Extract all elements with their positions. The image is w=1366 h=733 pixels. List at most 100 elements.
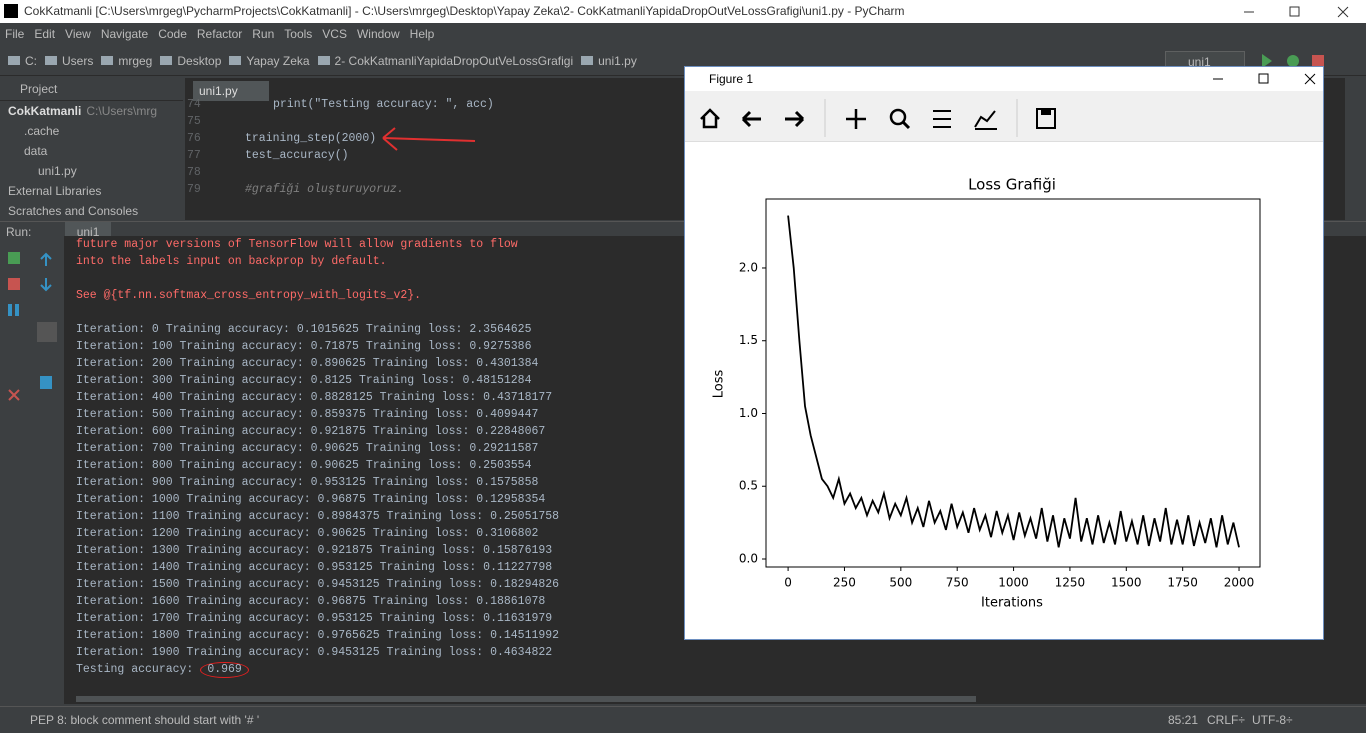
menu-item[interactable]: File — [5, 27, 25, 41]
menu-item[interactable]: Help — [409, 27, 435, 41]
figure-controls[interactable] — [1193, 67, 1323, 91]
tree-label: .cache — [24, 124, 60, 138]
tree-row[interactable]: External Libraries — [0, 181, 183, 201]
x-axis-label: Iterations — [981, 596, 1043, 611]
breadcrumb[interactable]: Users — [45, 54, 93, 68]
warning-line: future major versions of TensorFlow will… — [76, 238, 518, 251]
code-line: 74 print("Testing accuracy: ", acc) — [185, 96, 1345, 113]
menu-item[interactable]: Window — [356, 27, 400, 41]
figure-toolbar[interactable] — [685, 91, 1323, 142]
line-number: 77 — [187, 149, 201, 162]
encoding[interactable]: UTF-8÷ — [1252, 713, 1293, 727]
output-line: Iteration: 1400 Training accuracy: 0.953… — [76, 561, 553, 574]
output-line: Iteration: 1600 Training accuracy: 0.968… — [76, 595, 546, 608]
code-line: 75 — [185, 113, 1345, 130]
line-number: 75 — [187, 115, 201, 128]
run-toolbar — [0, 242, 64, 704]
chart-title: Loss Grafiği — [968, 176, 1056, 194]
output-line: Iteration: 500 Training accuracy: 0.8593… — [76, 408, 539, 421]
menu-item[interactable]: Tools — [284, 27, 313, 41]
breadcrumb[interactable]: mrgeg — [101, 54, 152, 68]
output-line: Iteration: 900 Training accuracy: 0.9531… — [76, 476, 539, 489]
tree-label: data — [24, 144, 48, 158]
breadcrumb[interactable]: Yapay Zeka — [229, 54, 309, 68]
menu-item[interactable]: View — [65, 27, 91, 41]
code-text: #grafiği oluşturuyoruz. — [245, 183, 404, 196]
loss-line — [787, 215, 1240, 548]
warning-line: into the labels input on backprop by def… — [76, 255, 387, 268]
y-tick-label: 0.0 — [739, 551, 758, 565]
output-line: Iteration: 300 Training accuracy: 0.8125… — [76, 374, 532, 387]
tree-label: Scratches and Consoles — [8, 204, 139, 218]
code-line: 76 training_step(2000) — [185, 130, 1345, 147]
tree-row[interactable]: data — [0, 141, 183, 161]
line-number: 79 — [187, 183, 201, 196]
tree-detail: C:\Users\mrg — [86, 104, 158, 118]
figure-title: Figure 1 — [709, 72, 754, 86]
tree-row[interactable]: CokKatmanli C:\Users\mrg — [0, 101, 183, 121]
code-text: print("Testing accuracy: ", acc) — [273, 98, 494, 111]
project-header[interactable]: Project — [0, 78, 183, 101]
status-bar: PEP 8: block comment should start with '… — [0, 706, 1366, 733]
line-separator[interactable]: CRLF÷ — [1207, 713, 1245, 727]
tree-row[interactable]: .cache — [0, 121, 183, 141]
tree-row[interactable]: Scratches and Consoles — [0, 201, 183, 220]
testing-line: Testing accuracy: 0.969 — [64, 661, 1366, 678]
editor-tab[interactable]: uni1.py — [193, 81, 269, 101]
y-tick-label: 0.5 — [739, 479, 758, 493]
x-tick-label: 500 — [889, 576, 912, 590]
output-line: Iteration: 700 Training accuracy: 0.9062… — [76, 442, 539, 455]
breadcrumb[interactable]: C: — [8, 54, 37, 68]
output-line: Iteration: 1000 Training accuracy: 0.968… — [76, 493, 546, 506]
output-line: Iteration: 800 Training accuracy: 0.9062… — [76, 459, 532, 472]
project-tree: CokKatmanli C:\Users\mrg .cache data uni1.py… — [0, 101, 183, 220]
testing-value: 0.969 — [200, 662, 249, 678]
testing-label: Testing accuracy: — [76, 663, 194, 676]
output-line: Iteration: 1800 Training accuracy: 0.976… — [76, 629, 560, 642]
x-tick-label: 0 — [784, 576, 792, 590]
x-tick-label: 250 — [833, 576, 856, 590]
output-line: Iteration: 1200 Training accuracy: 0.906… — [76, 527, 539, 540]
breadcrumb[interactable]: Desktop — [160, 54, 221, 68]
warning-line: See @{tf.nn.softmax_cross_entropy_with_l… — [76, 289, 422, 302]
x-tick-label: 750 — [946, 576, 969, 590]
menu-item[interactable]: VCS — [322, 27, 347, 41]
menu-item[interactable]: Run — [252, 27, 275, 41]
x-tick-label: 2000 — [1224, 576, 1255, 590]
code-text: training_step(2000) — [245, 132, 377, 145]
tree-row[interactable]: uni1.py — [0, 161, 183, 181]
code-area: 74 print("Testing accuracy: ", acc) 75 76 tr… — [185, 96, 1345, 198]
tree-label: CokKatmanli — [8, 104, 82, 118]
menu-item[interactable]: Navigate — [100, 27, 149, 41]
cursor-position[interactable]: 85:21 — [1168, 713, 1199, 727]
output-line: Iteration: 1700 Training accuracy: 0.953… — [76, 612, 553, 625]
x-tick-label: 1000 — [998, 576, 1029, 590]
breadcrumb[interactable]: 2- CokKatmanliYapidaDropOutVeLossGrafigi — [318, 54, 574, 68]
x-tick-label: 1750 — [1167, 576, 1198, 590]
menu-item[interactable]: Refactor — [196, 27, 243, 41]
tree-label: uni1.py — [38, 164, 77, 178]
output-line: Iteration: 200 Training accuracy: 0.8906… — [76, 357, 539, 370]
code-line: 77 test_accuracy() — [185, 147, 1345, 164]
line-number: 76 — [187, 132, 201, 145]
title-bar: CokKatmanli [C:\Users\mrgeg\PycharmProje… — [0, 0, 1366, 23]
line-number: 74 — [187, 98, 201, 111]
y-tick-label: 2.0 — [739, 260, 758, 274]
run-buttons[interactable] — [1258, 52, 1328, 70]
window-title: CokKatmanli [C:\Users\mrgeg\PycharmProje… — [24, 4, 905, 18]
output-line: Iteration: 400 Training accuracy: 0.8828… — [76, 391, 553, 404]
window-controls[interactable] — [1226, 0, 1366, 23]
menu-item[interactable]: Code — [158, 27, 187, 41]
output-line: Iteration: 1100 Training accuracy: 0.898… — [76, 510, 560, 523]
code-line: 78 — [185, 164, 1345, 181]
breadcrumb[interactable]: uni1.py — [581, 54, 637, 68]
project-panel: Project CokKatmanli C:\Users\mrg .cache dat… — [0, 78, 183, 220]
y-tick-label: 1.0 — [739, 406, 758, 420]
scrollbar[interactable] — [76, 696, 976, 702]
menu-item[interactable]: Edit — [34, 27, 56, 41]
code-text: test_accuracy() — [245, 149, 349, 162]
run-tool-icons[interactable] — [0, 242, 64, 412]
x-tick-label: 1500 — [1111, 576, 1142, 590]
